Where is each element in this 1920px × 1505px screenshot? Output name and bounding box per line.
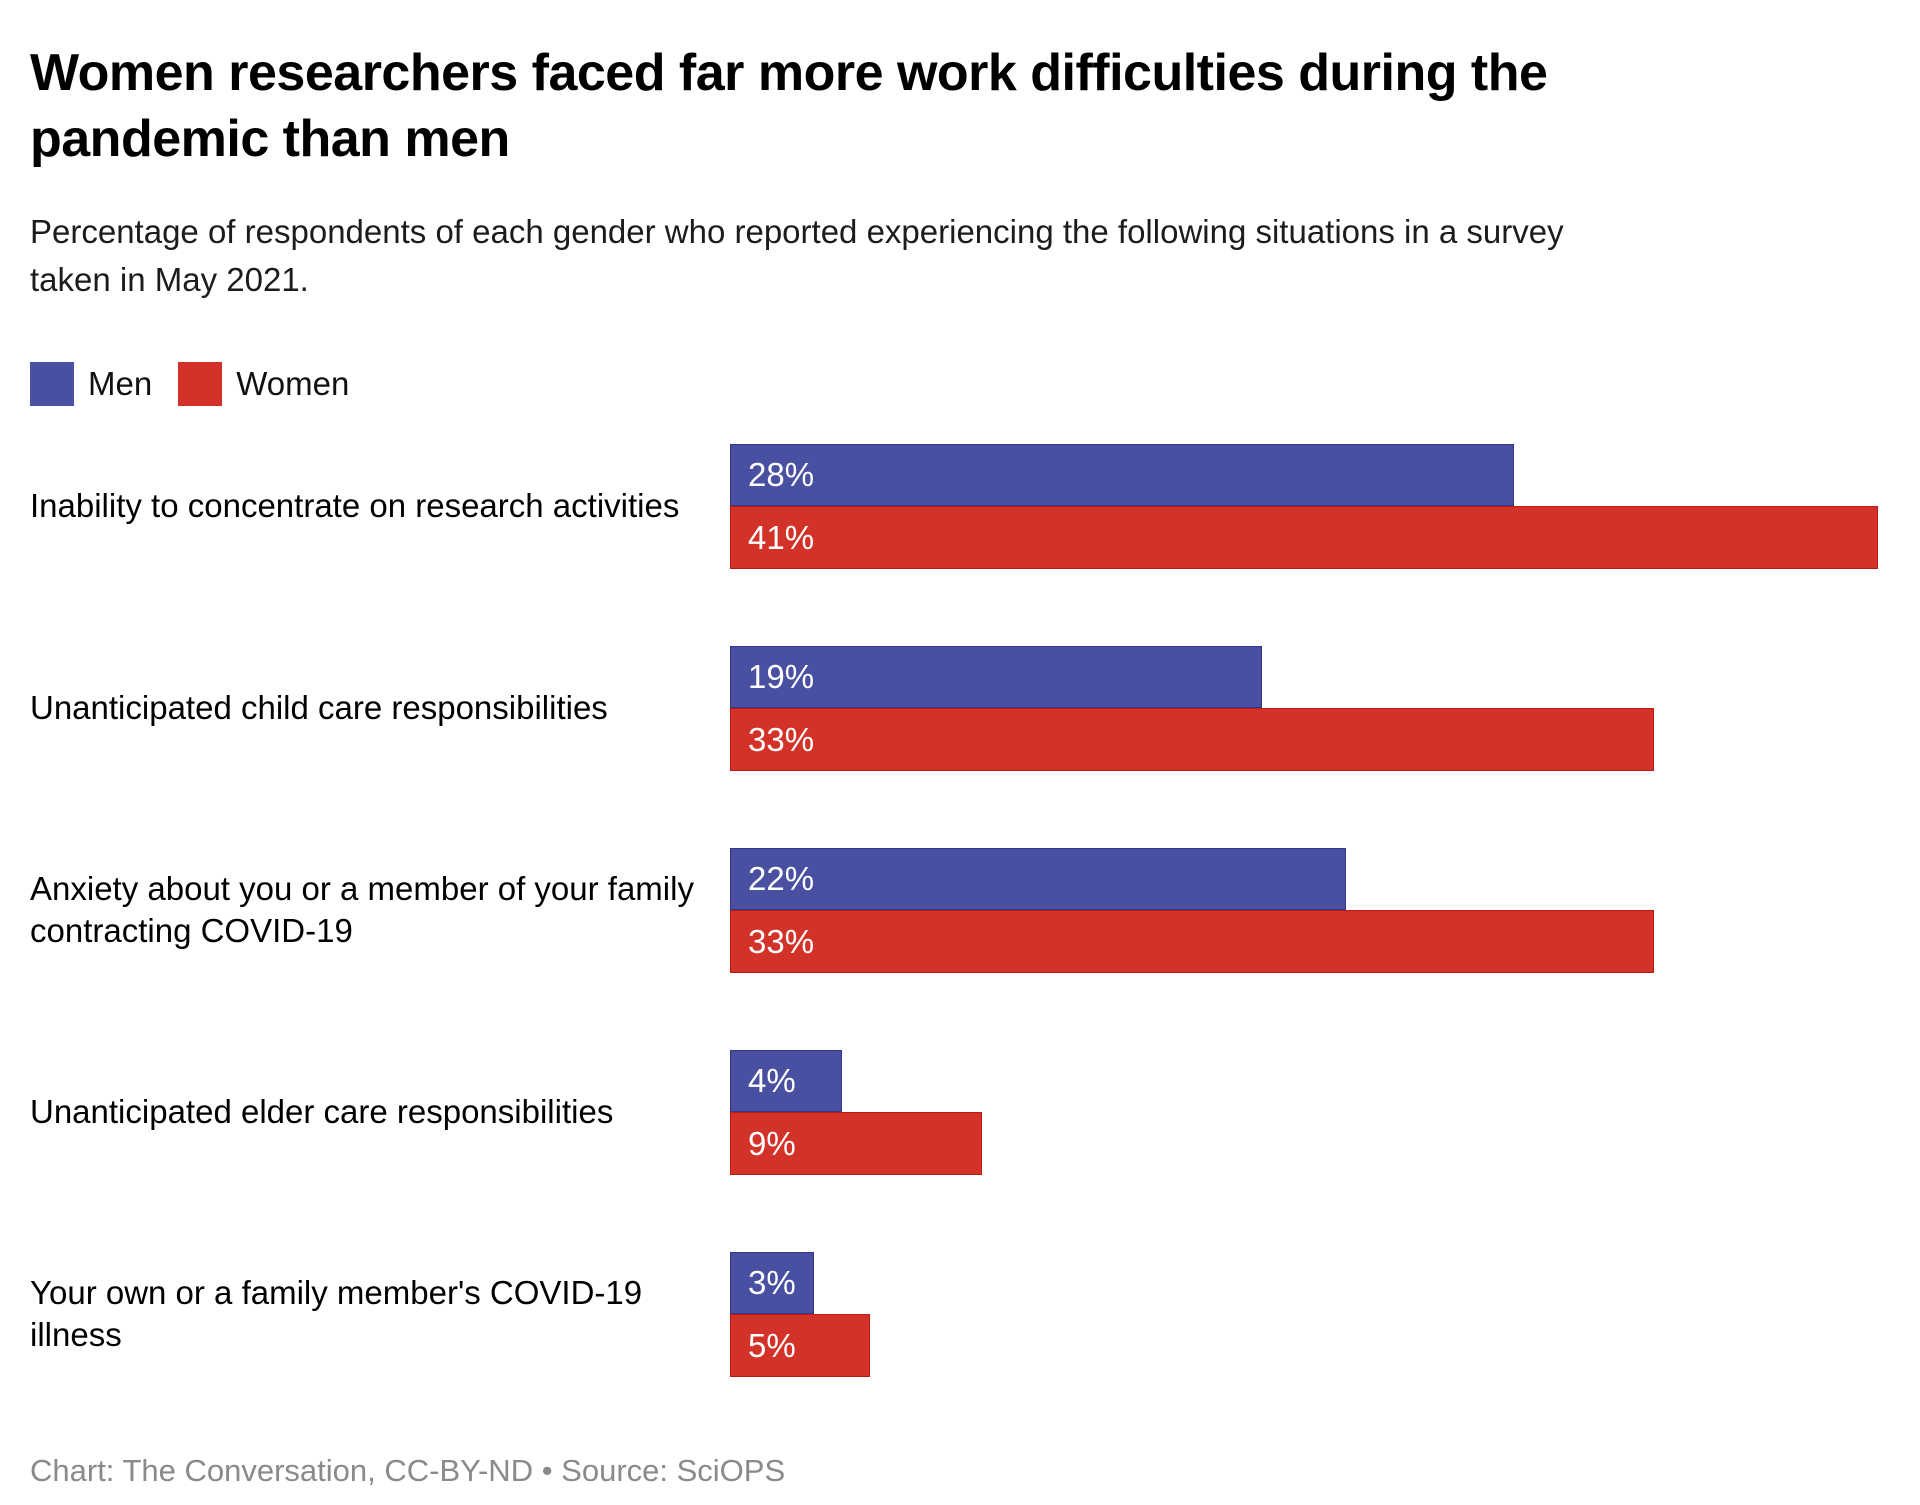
bar-value-label: 9% <box>748 1124 796 1162</box>
bar-value-label: 33% <box>748 720 815 758</box>
bar-value-label: 22% <box>748 860 815 897</box>
chart-row: Anxiety about you or a member of your fa… <box>30 847 1890 973</box>
bar-women: 33% <box>730 708 1654 771</box>
bar-value-label: 19% <box>748 658 815 695</box>
category-label: Anxiety about you or a member of your fa… <box>30 870 694 950</box>
category-label: Unanticipated child care responsibilitie… <box>30 689 608 727</box>
legend-swatch-men <box>30 361 74 406</box>
legend-swatch-women <box>178 361 223 406</box>
legend-item-women: Women <box>178 361 350 406</box>
bar-men: 22% <box>730 847 1346 911</box>
bar-women: 41% <box>730 506 1878 569</box>
legend-item-men: Men <box>30 361 153 406</box>
chart-row: Unanticipated elder care responsibilitie… <box>30 1049 1890 1175</box>
bar-women: 9% <box>730 1112 982 1175</box>
bar-group: 19% 33% <box>730 645 1878 771</box>
bar-women: 5% <box>730 1314 870 1377</box>
chart-rows: Inability to concentrate on research act… <box>30 443 1890 1377</box>
bar-women: 33% <box>730 910 1654 973</box>
legend: Men Women <box>30 361 1890 406</box>
bar-group: 3% 5% <box>730 1251 1878 1377</box>
bar-men: 4% <box>730 1049 842 1113</box>
chart-footer: Chart: The Conversation, CC-BY-ND • Sour… <box>30 1452 786 1488</box>
category-label: Unanticipated elder care responsibilitie… <box>30 1093 614 1131</box>
bar-value-label: 28% <box>748 456 815 493</box>
bar-men: 19% <box>730 645 1262 709</box>
bar-men: 28% <box>730 443 1514 507</box>
category-label: Your own or a family member's COVID-19 i… <box>30 1274 643 1354</box>
chart-row: Unanticipated child care responsibilitie… <box>30 645 1890 771</box>
chart-title: Women researchers faced far more work di… <box>30 44 1548 169</box>
chart-row: Your own or a family member's COVID-19 i… <box>30 1251 1890 1377</box>
bar-value-label: 5% <box>748 1326 796 1364</box>
bar-group: 4% 9% <box>730 1049 1878 1175</box>
legend-label-men: Men <box>88 364 153 402</box>
chart-subtitle: Percentage of respondents of each gender… <box>30 213 1564 298</box>
bar-group: 22% 33% <box>730 847 1878 973</box>
bar-value-label: 3% <box>748 1264 796 1301</box>
bar-group: 28% 41% <box>730 443 1878 569</box>
bar-value-label: 41% <box>748 518 815 556</box>
bar-value-label: 33% <box>748 922 815 960</box>
bar-value-label: 4% <box>748 1062 796 1099</box>
bar-men: 3% <box>730 1251 814 1315</box>
legend-label-women: Women <box>236 364 350 402</box>
category-label: Inability to concentrate on research act… <box>30 487 680 525</box>
chart-row: Inability to concentrate on research act… <box>30 443 1890 569</box>
